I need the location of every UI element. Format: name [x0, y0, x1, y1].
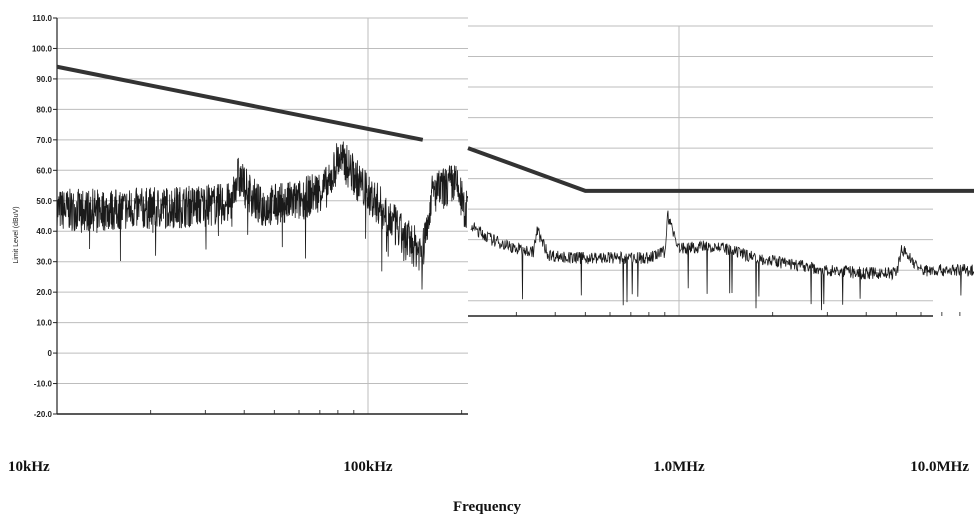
grid — [57, 17, 933, 415]
x-tick-label: 1.0MHz — [653, 459, 705, 475]
y-tick-label: 80.0 — [36, 105, 52, 114]
y-tick-label: 60.0 — [36, 166, 52, 175]
x-tick-label: 100kHz — [343, 459, 393, 475]
measurement-trace — [56, 141, 469, 290]
y-tick-label: 0 — [48, 349, 53, 358]
x-tick-label: 10kHz — [8, 459, 50, 475]
x-tick-labels: 10kHz 100kHz 1.0MHz 10.0MHz — [8, 459, 969, 475]
y-tick-labels: 110.0 100.0 90.0 80.0 70.0 60.0 50.0 40.0 30.0 20… — [32, 14, 53, 419]
y-tick-label: 110.0 — [32, 14, 52, 23]
y-tick-label: 30.0 — [36, 258, 52, 267]
series-lines — [56, 64, 974, 311]
y-tick-label: 50.0 — [36, 197, 52, 206]
y-tick-label: -10.0 — [34, 380, 53, 389]
y-tick-label: 40.0 — [36, 227, 52, 236]
x-axis-label: Frequency — [453, 499, 522, 515]
y-tick-label: 10.0 — [36, 319, 52, 328]
y-axis-label: Limit Level (dBuV) — [13, 206, 20, 263]
y-tick-label: 20.0 — [36, 288, 52, 297]
limit-line — [56, 64, 424, 142]
x-tick-label: 10.0MHz — [910, 459, 969, 475]
measurement-trace — [470, 210, 974, 311]
limit-line — [467, 146, 974, 193]
y-tick-label: -20.0 — [34, 410, 53, 419]
y-tick-label: 100.0 — [32, 44, 53, 53]
y-tick-label: 70.0 — [36, 136, 52, 145]
axes — [53, 17, 961, 415]
y-tick-label: 90.0 — [36, 75, 52, 84]
